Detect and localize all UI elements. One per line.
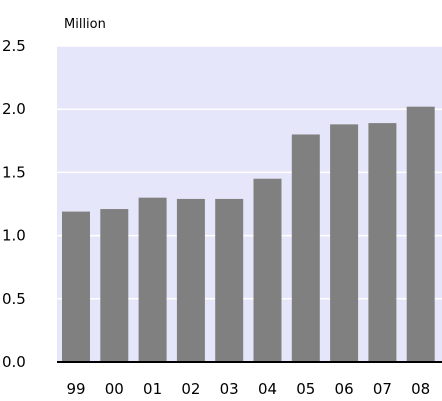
bar-06 (330, 124, 359, 362)
y-tick-label: 2.0 (2, 100, 26, 118)
y-tick-label: 0.5 (2, 290, 26, 308)
bar-00 (100, 209, 129, 362)
bar-07 (368, 123, 397, 362)
x-tick-label: 99 (66, 380, 85, 398)
y-tick-label: 1.5 (2, 163, 26, 181)
bar-03 (215, 198, 244, 362)
x-tick-label: 05 (296, 380, 315, 398)
bars (62, 106, 435, 362)
unit-label: Million (64, 17, 106, 32)
bar-08 (406, 106, 435, 362)
x-tick-label: 08 (411, 380, 430, 398)
x-tick-label: 02 (181, 380, 200, 398)
x-tick-label: 06 (335, 380, 354, 398)
x-tick-label: 01 (143, 380, 162, 398)
y-tick-label: 0.0 (2, 353, 26, 371)
y-axis-tick-labels: 0.0 0.5 1.0 1.5 2.0 2.5 (2, 37, 26, 371)
x-tick-label: 07 (373, 380, 392, 398)
x-tick-label: 04 (258, 380, 277, 398)
bar-01 (138, 197, 167, 362)
bar-02 (176, 198, 205, 362)
bar-04 (253, 178, 282, 362)
x-tick-label: 00 (105, 380, 124, 398)
x-axis-tick-labels: 99 00 01 02 03 04 05 06 07 08 (66, 380, 430, 398)
y-tick-label: 1.0 (2, 227, 26, 245)
bar-05 (291, 134, 320, 362)
y-tick-label: 2.5 (2, 37, 26, 55)
bar-99 (62, 211, 90, 362)
x-tick-label: 03 (220, 380, 239, 398)
